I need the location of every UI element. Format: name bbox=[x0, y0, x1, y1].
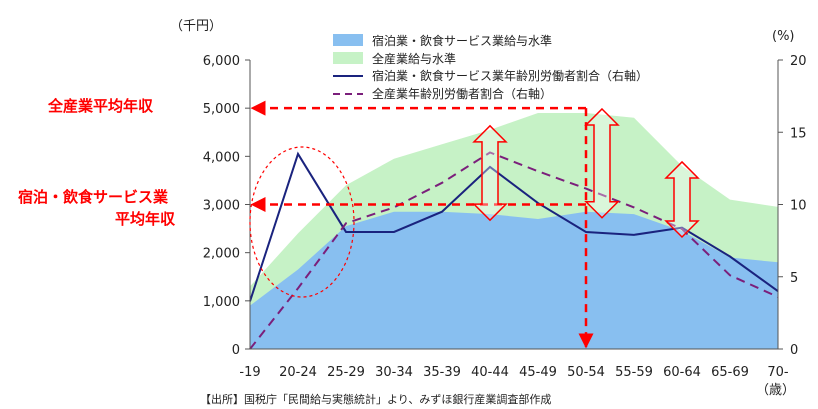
left-tick-label: 0 bbox=[232, 343, 240, 358]
axes-layer: 01,0002,0003,0004,0005,0006,00005101520-… bbox=[203, 54, 807, 380]
gap-arrow-50-54 bbox=[584, 107, 620, 219]
x-tick-label: 50-54 bbox=[567, 365, 605, 380]
left-tick-label: 5,000 bbox=[203, 102, 240, 117]
right-tick-label: 20 bbox=[790, 54, 807, 69]
left-tick-label: 3,000 bbox=[203, 199, 240, 214]
annotation-layer bbox=[249, 100, 700, 349]
line-series-2 bbox=[249, 151, 779, 302]
left-tick-label: 4,000 bbox=[203, 150, 240, 165]
x-tick-label: 20-24 bbox=[279, 365, 317, 380]
annotation-all-industry-average: 全産業平均年収 bbox=[47, 97, 154, 115]
annotation-hospitality-average-line2: 平均年収 bbox=[115, 210, 176, 228]
x-tick-label: 40-44 bbox=[471, 365, 509, 380]
x-tick-label: 30-34 bbox=[375, 365, 413, 380]
right-tick-label: 5 bbox=[790, 271, 798, 286]
left-tick-label: 1,000 bbox=[203, 295, 240, 310]
right-axis-unit: (%) bbox=[772, 29, 795, 44]
x-axis-unit: （歳） bbox=[756, 383, 795, 398]
x-tick-label: 60-64 bbox=[663, 365, 701, 380]
right-tick-label: 15 bbox=[790, 126, 807, 141]
highlight-ellipse bbox=[249, 146, 355, 298]
legend-label-all-industry-share: 全産業年齢別労働者割合（右軸） bbox=[372, 86, 552, 101]
legend-swatch-hospitality-wage bbox=[333, 34, 363, 46]
x-tick-label: 65-69 bbox=[711, 365, 749, 380]
x-tick-label: 45-49 bbox=[519, 365, 557, 380]
area-series-0 bbox=[250, 211, 778, 349]
line-series-layer bbox=[249, 151, 779, 350]
x-tick-label: 25-29 bbox=[327, 365, 365, 380]
left-tick-label: 2,000 bbox=[203, 247, 240, 262]
legend-label-hospitality-share: 宿泊業・飲食サービス業年齢別労働者割合（右軸） bbox=[372, 68, 648, 83]
x-tick-label: 35-39 bbox=[423, 365, 461, 380]
gap-arrow-40-44 bbox=[472, 124, 508, 222]
x-tick-label: -19 bbox=[239, 365, 260, 380]
source-note: 【出所】国税庁「民間給与実態統計」より、みずほ銀行産業調査部作成 bbox=[200, 392, 551, 406]
legend: 宿泊業・飲食サービス業給与水準 全産業給与水準 宿泊業・飲食サービス業年齢別労働… bbox=[333, 33, 648, 101]
gap-arrow-60-64 bbox=[664, 160, 700, 239]
annotation-hospitality-average-line1: 宿泊・飲食サービス業 bbox=[18, 188, 169, 206]
left-tick-label: 6,000 bbox=[203, 54, 240, 69]
left-axis-unit: （千円） bbox=[170, 19, 222, 34]
legend-label-all-industry-wage: 全産業給与水準 bbox=[372, 51, 456, 66]
line-series-3 bbox=[249, 151, 779, 350]
area-series-layer bbox=[250, 112, 778, 349]
right-tick-label: 0 bbox=[790, 343, 798, 358]
right-tick-label: 10 bbox=[790, 199, 807, 214]
x-tick-label: 70- bbox=[767, 365, 789, 380]
legend-swatch-all-industry-wage bbox=[333, 52, 363, 64]
legend-label-hospitality-wage: 宿泊業・飲食サービス業給与水準 bbox=[372, 33, 552, 48]
x-tick-label: 55-59 bbox=[615, 365, 653, 380]
